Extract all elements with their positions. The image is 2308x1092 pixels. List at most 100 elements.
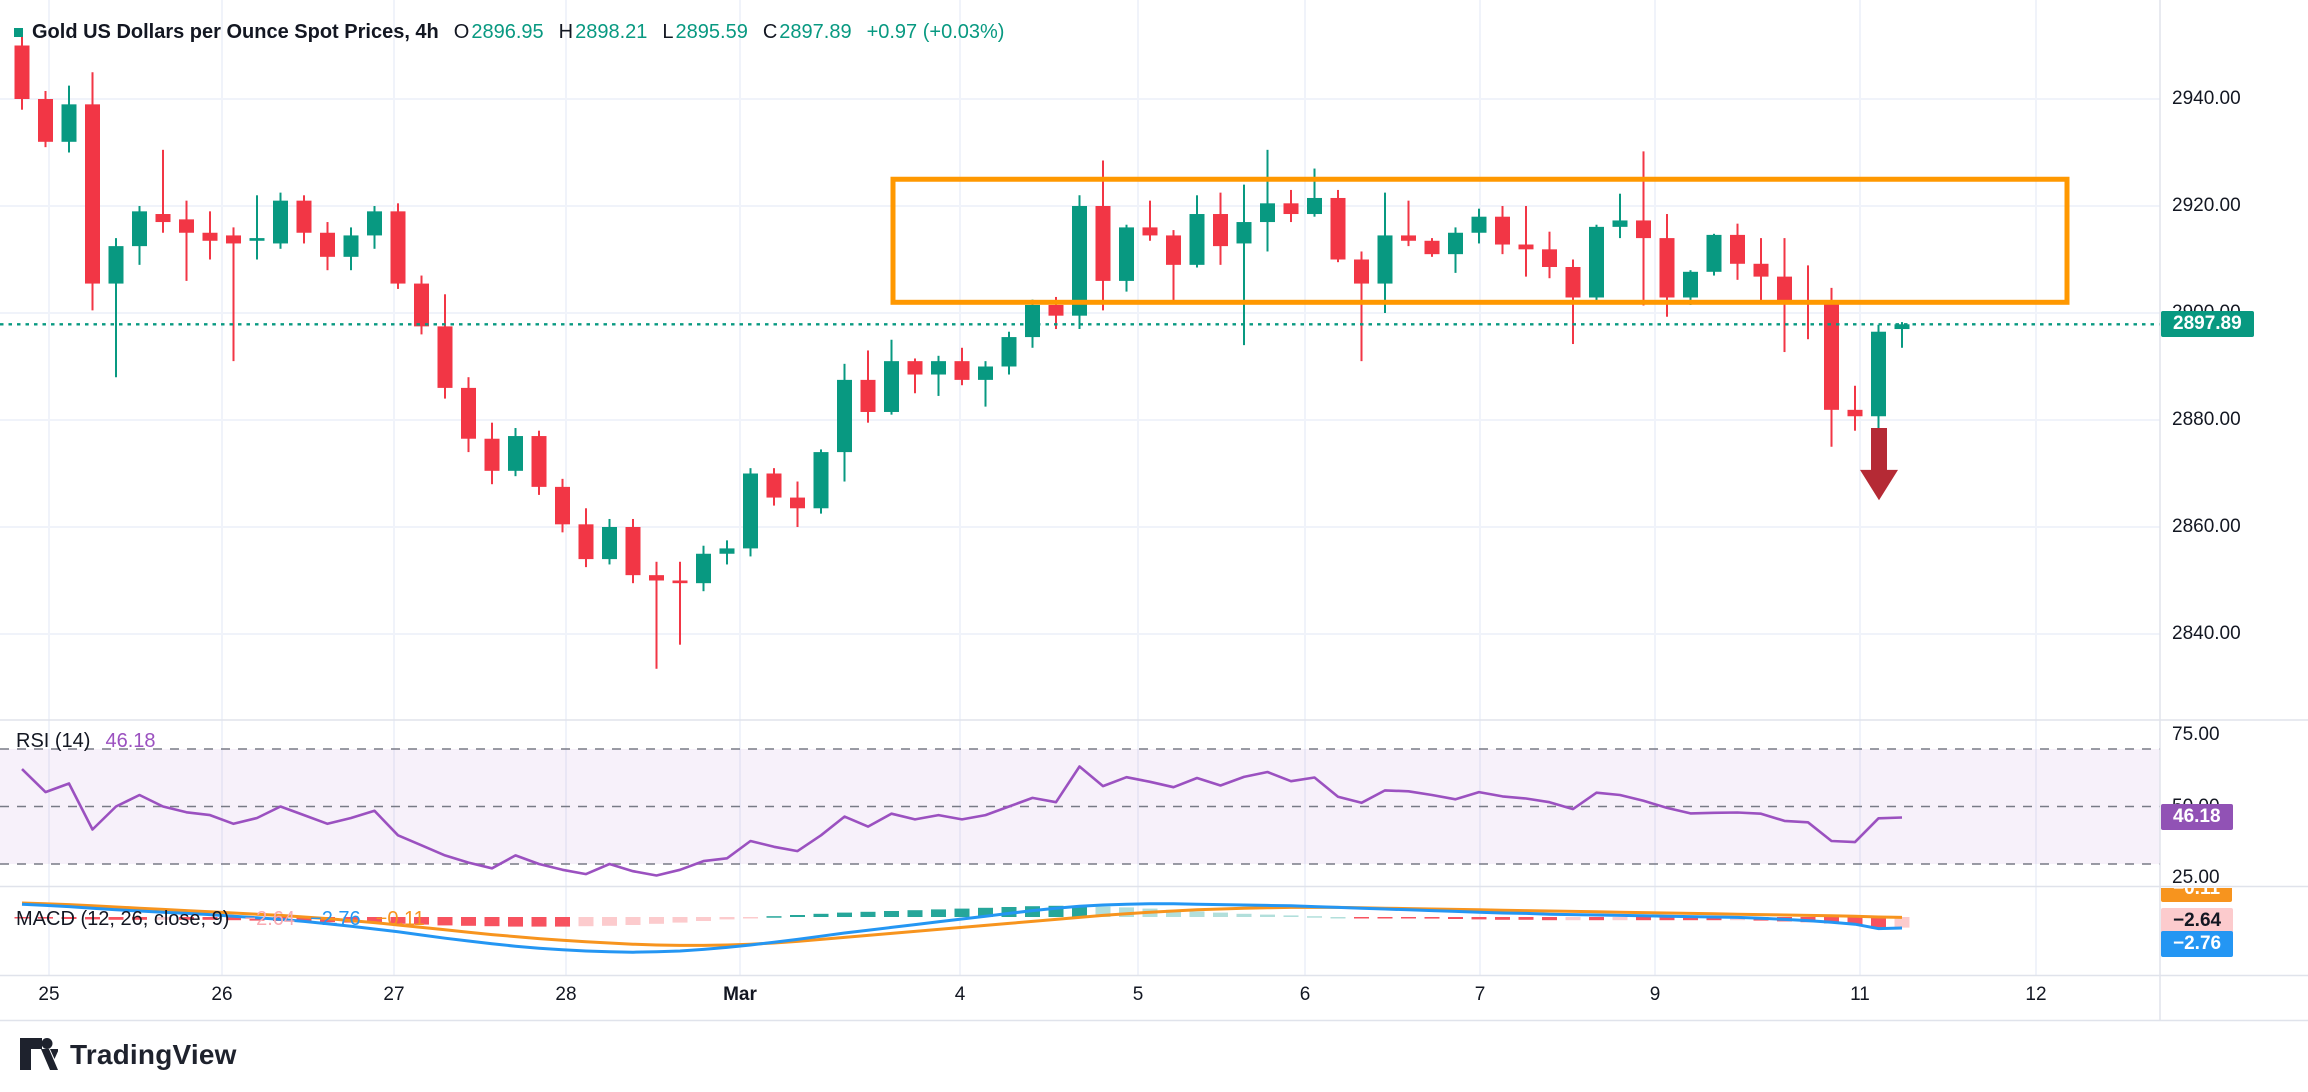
candle-body: [531, 436, 547, 487]
macd-histogram-bar: [367, 917, 382, 924]
candle-body: [1659, 238, 1675, 298]
instrument-bullet-icon: [14, 28, 23, 37]
macd-histogram-bar: [1260, 914, 1275, 917]
macd-signal-line: [21, 901, 1903, 947]
time-axis-label: 11: [1850, 984, 1870, 1005]
time-axis-label: 7: [1474, 984, 1486, 1005]
tradingview-wordmark: TradingView: [70, 1039, 237, 1070]
candle-body: [672, 580, 688, 584]
macd-axis-label: −2.64: [2161, 908, 2234, 934]
rsi-pane[interactable]: [0, 748, 2160, 877]
macd-histogram-bar: [1471, 917, 1487, 920]
candle-body: [837, 379, 852, 453]
time-axis-label: 6: [1299, 984, 1311, 1005]
candle-body: [1236, 222, 1252, 244]
macd-histogram-bar: [954, 908, 970, 917]
candle-body: [414, 283, 429, 327]
candle-body: [1072, 206, 1087, 316]
macd-axis[interactable]: −0.11 −2.64 −2.76: [2160, 888, 2308, 975]
change-value: +0.97 (+0.03%): [866, 21, 1005, 43]
candle-body: [38, 99, 53, 142]
candle-body: [743, 473, 758, 549]
rsi-value: 46.18: [105, 730, 156, 752]
candle-body: [766, 473, 782, 498]
candle-body: [1894, 324, 1910, 330]
price-pane[interactable]: [14, 29, 1910, 669]
candle-body: [1119, 227, 1134, 281]
macd-histogram-bar: [461, 917, 476, 926]
chart-canvas[interactable]: [0, 0, 2308, 1022]
candle-body: [860, 379, 876, 412]
macd-histogram-bar: [672, 917, 688, 923]
macd-histogram-bar: [155, 917, 171, 920]
macd-hist-value: −2.64: [244, 908, 296, 930]
macd-histogram-bar: [437, 917, 453, 926]
macd-histogram-bar: [1894, 917, 1910, 928]
macd-histogram-bar: [484, 917, 500, 927]
macd-histogram-bar: [1706, 917, 1722, 921]
candle-body: [790, 497, 805, 509]
candle-body: [1354, 259, 1369, 284]
time-axis-label: 25: [38, 984, 60, 1005]
macd-histogram-bar: [1048, 905, 1064, 917]
candle-body: [649, 575, 664, 581]
macd-histogram-bar: [649, 917, 664, 924]
macd-histogram-bar: [1283, 915, 1299, 917]
open-value: 2896.95: [471, 21, 544, 43]
macd-histogram-bar: [1330, 917, 1346, 919]
macd-histogram-bar: [719, 917, 735, 920]
price-tick-label: 2840.00: [2172, 623, 2241, 644]
rsi-value-label: 46.18: [2161, 804, 2233, 831]
macd-histogram-bar: [1424, 917, 1440, 919]
candle-body: [1824, 303, 1839, 410]
macd-histogram-bar: [1542, 917, 1557, 921]
candle-body: [1871, 331, 1886, 417]
candle-body: [1847, 409, 1863, 417]
price-tick-label: 2860.00: [2172, 516, 2241, 537]
candle-body: [1377, 235, 1393, 284]
tradingview-logo[interactable]: TradingView: [20, 1038, 237, 1072]
tradingview-mark-icon: [20, 1038, 58, 1070]
candle-body: [320, 232, 335, 257]
macd-pane[interactable]: [14, 901, 1910, 954]
open-label: O 2896.95: [453, 21, 544, 43]
candle-body: [1542, 249, 1557, 267]
close-label: C 2897.89: [762, 21, 852, 43]
candle-body: [1001, 337, 1017, 367]
macd-histogram-bar: [837, 912, 852, 917]
candle-body: [1636, 220, 1651, 239]
candle-body: [602, 527, 617, 560]
candle-body: [1612, 220, 1628, 227]
candle-body: [1048, 304, 1064, 316]
macd-histogram-bar: [1189, 911, 1205, 917]
candle-body: [437, 326, 453, 388]
candle-body: [931, 361, 946, 375]
price-tick-label: 2880.00: [2172, 409, 2241, 430]
candle-body: [1730, 234, 1745, 264]
macd-histogram-bar: [1377, 917, 1393, 919]
macd-histogram-bar: [296, 917, 312, 922]
macd-histogram-bar: [931, 909, 946, 917]
time-axis-label: 9: [1649, 984, 1661, 1005]
time-axis-label: 26: [211, 984, 233, 1005]
candle-body: [578, 524, 594, 560]
symbol-legend[interactable]: Gold US Dollars per Ounce Spot Prices, 4…: [14, 21, 1004, 44]
macd-histogram-bar: [1095, 906, 1111, 917]
macd-histogram-bar: [578, 917, 594, 927]
macd-legend[interactable]: MACD (12, 26, close, 9) −2.64 −2.76 −0.1…: [16, 908, 425, 931]
candle-body: [625, 527, 641, 576]
macd-histogram-bar: [85, 917, 100, 920]
macd-histogram-bar: [1354, 917, 1369, 919]
macd-histogram-bar: [108, 917, 124, 920]
macd-histogram-bar: [1589, 917, 1604, 921]
range-box-annotation: [890, 176, 2070, 305]
macd-histogram-bar: [132, 917, 147, 920]
macd-histogram-bar: [1659, 917, 1675, 921]
rsi-legend[interactable]: RSI (14) 46.18: [16, 730, 156, 753]
macd-histogram-bar: [1565, 917, 1581, 921]
macd-histogram-bar: [790, 915, 805, 917]
candle-body: [202, 232, 218, 241]
macd-histogram-bar: [1401, 917, 1416, 919]
macd-label: MACD (12, 26, close, 9): [16, 908, 230, 930]
